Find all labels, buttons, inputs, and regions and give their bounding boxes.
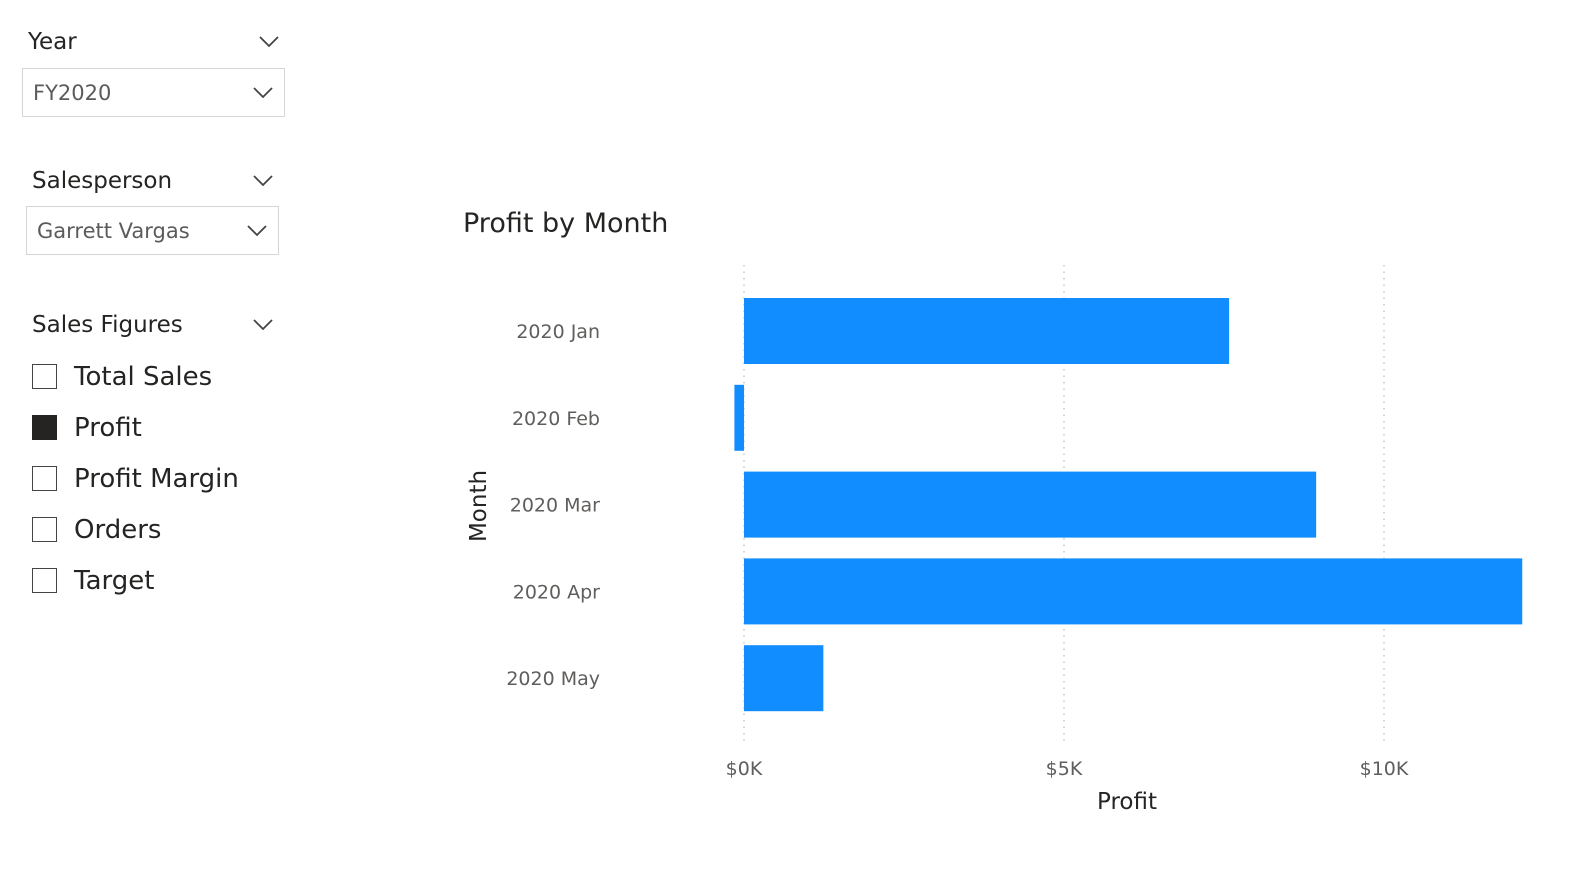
sales-figures-list: Total Sales Profit Profit Margin Orders … bbox=[32, 351, 239, 606]
chart-bars bbox=[734, 298, 1523, 712]
sales-figures-option-orders[interactable]: Orders bbox=[32, 504, 239, 555]
chevron-down-icon[interactable] bbox=[252, 174, 274, 188]
category-label: 2020 Mar bbox=[510, 495, 600, 517]
salesperson-slicer-header: Salesperson bbox=[32, 165, 274, 197]
bar-2020-feb[interactable] bbox=[734, 384, 744, 451]
chart-x-tick-labels: $0K $5K $10K bbox=[726, 758, 1409, 780]
salesperson-dropdown-value: Garrett Vargas bbox=[37, 218, 190, 243]
bar-2020-apr[interactable] bbox=[744, 558, 1523, 625]
checkbox-label: Profit bbox=[74, 412, 142, 443]
year-dropdown-value: FY2020 bbox=[33, 80, 112, 105]
salesperson-slicer-title: Salesperson bbox=[32, 168, 173, 194]
x-axis-title: Profit bbox=[1097, 789, 1157, 815]
sales-figures-slicer-title: Sales Figures bbox=[32, 312, 183, 338]
x-tick-label: $0K bbox=[726, 758, 763, 780]
category-label: 2020 May bbox=[506, 668, 600, 690]
year-slicer-header: Year bbox=[28, 26, 280, 58]
checkbox[interactable] bbox=[32, 415, 57, 440]
sales-figures-option-total-sales[interactable]: Total Sales bbox=[32, 351, 239, 402]
bar-2020-jan[interactable] bbox=[744, 298, 1230, 364]
category-label: 2020 Jan bbox=[516, 321, 600, 343]
year-slicer-title: Year bbox=[28, 29, 77, 55]
sales-figures-option-profit[interactable]: Profit bbox=[32, 402, 239, 453]
chart-title: Profit by Month bbox=[463, 208, 669, 239]
checkbox-label: Total Sales bbox=[74, 361, 213, 392]
y-axis-title: Month bbox=[466, 470, 492, 542]
bar-2020-mar[interactable] bbox=[744, 471, 1317, 538]
sales-figures-option-profit-margin[interactable]: Profit Margin bbox=[32, 453, 239, 504]
salesperson-dropdown[interactable]: Garrett Vargas bbox=[26, 206, 279, 255]
checkbox[interactable] bbox=[32, 517, 57, 542]
checkbox[interactable] bbox=[32, 568, 57, 593]
sales-figures-option-target[interactable]: Target bbox=[32, 555, 239, 606]
x-tick-label: $5K bbox=[1046, 758, 1083, 780]
sales-figures-slicer-header: Sales Figures bbox=[32, 309, 274, 341]
x-tick-label: $10K bbox=[1360, 758, 1409, 780]
year-dropdown[interactable]: FY2020 bbox=[22, 68, 285, 117]
category-label: 2020 Apr bbox=[513, 581, 600, 603]
checkbox[interactable] bbox=[32, 364, 57, 389]
chevron-down-icon bbox=[253, 86, 273, 98]
checkbox[interactable] bbox=[32, 466, 57, 491]
chevron-down-icon bbox=[247, 224, 267, 236]
checkbox-label: Profit Margin bbox=[74, 463, 239, 494]
checkbox-label: Orders bbox=[74, 514, 162, 545]
category-label: 2020 Feb bbox=[512, 408, 600, 430]
bar-2020-may[interactable] bbox=[744, 645, 824, 712]
chart-category-labels: 2020 Jan 2020 Feb 2020 Mar 2020 Apr 2020 May bbox=[506, 321, 600, 690]
chevron-down-icon[interactable] bbox=[258, 35, 280, 49]
checkbox-label: Target bbox=[74, 565, 155, 596]
chevron-down-icon[interactable] bbox=[252, 318, 274, 332]
